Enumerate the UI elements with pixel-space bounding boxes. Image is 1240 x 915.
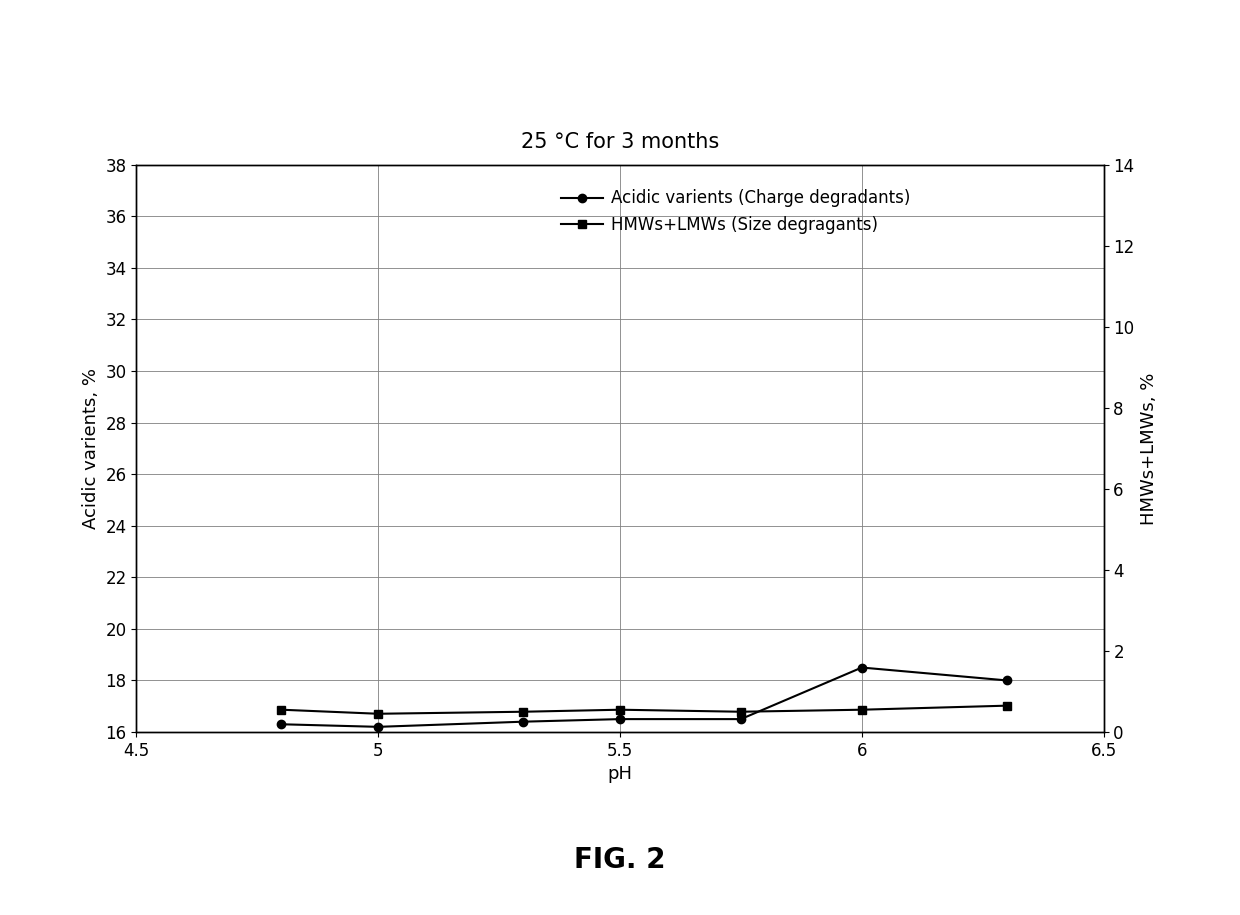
Text: FIG. 2: FIG. 2 <box>574 846 666 874</box>
Acidic varients (Charge degradants) <box>999 675 1014 686</box>
Line: Acidic varients (Charge degradants): Acidic varients (Charge degradants) <box>278 663 1011 731</box>
Title: 25 °C for 3 months: 25 °C for 3 months <box>521 132 719 152</box>
Acidic varients (Charge degradants) <box>854 662 869 673</box>
Y-axis label: Acidic varients, %: Acidic varients, % <box>82 368 100 529</box>
X-axis label: pH: pH <box>608 765 632 783</box>
HMWs+LMWs (Size degragants) <box>371 708 386 719</box>
Y-axis label: HMWs+LMWs, %: HMWs+LMWs, % <box>1140 372 1158 524</box>
HMWs+LMWs (Size degragants) <box>516 706 531 717</box>
Line: HMWs+LMWs (Size degragants): HMWs+LMWs (Size degragants) <box>278 702 1011 718</box>
Acidic varients (Charge degradants) <box>371 721 386 732</box>
Acidic varients (Charge degradants) <box>274 719 289 730</box>
Legend: Acidic varients (Charge degradants), HMWs+LMWs (Size degragants): Acidic varients (Charge degradants), HMW… <box>557 185 916 239</box>
HMWs+LMWs (Size degragants) <box>274 705 289 716</box>
Acidic varients (Charge degradants) <box>613 714 627 725</box>
HMWs+LMWs (Size degragants) <box>734 706 749 717</box>
Acidic varients (Charge degradants) <box>734 714 749 725</box>
Acidic varients (Charge degradants) <box>516 716 531 727</box>
HMWs+LMWs (Size degragants) <box>613 705 627 716</box>
HMWs+LMWs (Size degragants) <box>999 700 1014 711</box>
HMWs+LMWs (Size degragants) <box>854 705 869 716</box>
